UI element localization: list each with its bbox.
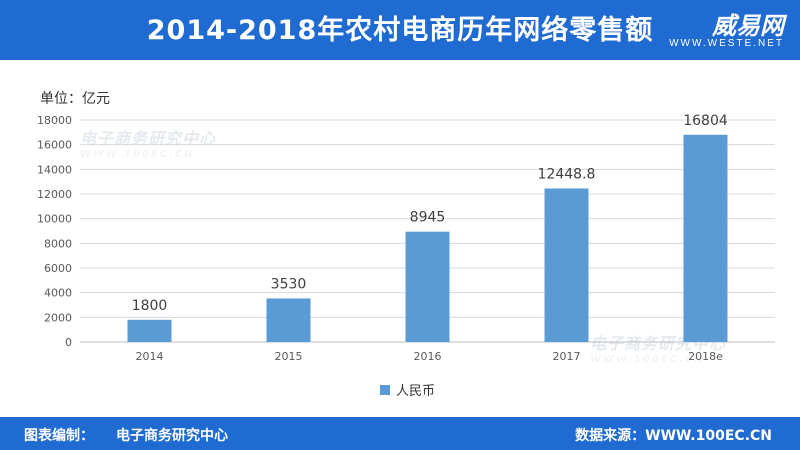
- y-tick-label: 2000: [44, 311, 72, 324]
- footer-compiler-name: 电子商务研究中心: [116, 428, 228, 444]
- footer-source-url: WWW.100EC.CN: [645, 428, 772, 444]
- y-tick-label: 12000: [37, 188, 72, 201]
- y-tick-label: 16000: [37, 139, 72, 152]
- footer-source: 数据来源：WWW.100EC.CN: [575, 425, 772, 445]
- footer-compiler: 图表编制： 电子商务研究中心: [24, 425, 228, 445]
- y-tick-label: 14000: [37, 163, 72, 176]
- data-label: 16804: [683, 113, 728, 129]
- x-tick-label: 2014: [136, 350, 164, 363]
- x-tick-label: 2015: [275, 350, 303, 363]
- data-label: 8945: [410, 210, 446, 226]
- watermark-url: WWW.100EC.CN: [590, 354, 705, 365]
- x-tick-label: 2016: [414, 350, 442, 363]
- legend: 人民币: [380, 380, 436, 399]
- bar: [683, 134, 728, 342]
- data-label: 1800: [132, 298, 168, 314]
- y-tick-label: 4000: [44, 287, 72, 300]
- bar: [405, 231, 450, 342]
- logo-url: WWW.WESTE.NET: [669, 38, 784, 49]
- x-tick-label: 2018e: [688, 350, 723, 363]
- watermark-url: WWW.100EC.CN: [80, 149, 195, 160]
- chart-title: 2014-2018年农村电商历年网络零售额: [146, 15, 654, 46]
- y-tick-label: 0: [65, 336, 72, 349]
- watermark-top: 电子商务研究中心 WWW.100EC.CN: [80, 125, 216, 160]
- data-label: 12448.8: [538, 166, 596, 182]
- footer-compiler-label: 图表编制：: [24, 428, 94, 444]
- unit-label: 单位：亿元: [40, 91, 110, 107]
- legend-swatch: [380, 384, 390, 395]
- bar: [127, 319, 172, 342]
- bar: [544, 188, 589, 342]
- x-tick-label: 2017: [553, 350, 581, 363]
- y-tick-label: 18000: [37, 114, 72, 127]
- weste-logo: 威易网 WWW.WESTE.NET: [664, 6, 784, 54]
- legend-label: 人民币: [396, 384, 436, 399]
- watermark-name: 电子商务研究中心: [80, 129, 217, 148]
- footer-bar: 图表编制： 电子商务研究中心 数据来源：WWW.100EC.CN: [0, 417, 800, 450]
- bar: [266, 298, 311, 342]
- y-tick-label: 10000: [37, 213, 72, 226]
- header-bar: 2014-2018年农村电商历年网络零售额 威易网 WWW.WESTE.NET: [0, 0, 800, 60]
- y-tick-label: 6000: [44, 262, 72, 275]
- logo-name: 威易网: [712, 12, 784, 40]
- data-label: 3530: [271, 276, 307, 292]
- y-tick-label: 8000: [44, 237, 72, 250]
- footer-source-label: 数据来源：: [575, 428, 646, 444]
